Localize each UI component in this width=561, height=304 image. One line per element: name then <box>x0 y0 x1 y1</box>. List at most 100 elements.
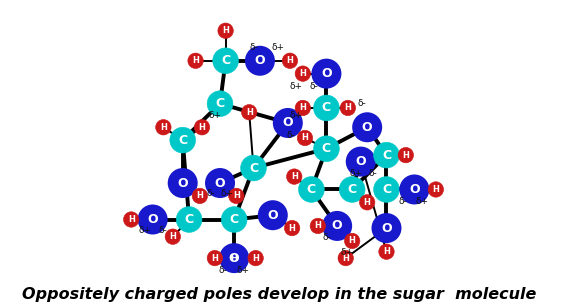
Text: H: H <box>287 56 293 65</box>
Circle shape <box>297 130 312 146</box>
Text: δ-: δ- <box>309 82 318 91</box>
Circle shape <box>165 229 181 244</box>
Circle shape <box>123 212 139 227</box>
Circle shape <box>312 60 341 88</box>
Circle shape <box>274 109 302 137</box>
Text: H: H <box>233 192 240 200</box>
Text: δ+: δ+ <box>139 226 152 235</box>
Text: H: H <box>211 254 218 263</box>
Text: δ+: δ+ <box>341 248 353 257</box>
Circle shape <box>188 53 203 68</box>
Circle shape <box>295 66 311 81</box>
Text: C: C <box>322 142 331 155</box>
Text: C: C <box>322 102 331 114</box>
Text: H: H <box>160 123 167 132</box>
Text: δ-: δ- <box>250 43 259 52</box>
Circle shape <box>170 127 196 153</box>
Text: O: O <box>215 177 226 189</box>
Circle shape <box>339 177 365 202</box>
Circle shape <box>310 218 325 234</box>
Text: H: H <box>246 108 252 117</box>
Circle shape <box>340 100 356 116</box>
Circle shape <box>213 48 238 74</box>
Circle shape <box>207 91 233 116</box>
Text: O: O <box>268 209 278 222</box>
Text: δ+: δ+ <box>236 266 249 275</box>
Text: C: C <box>215 97 224 110</box>
Text: H: H <box>300 103 306 112</box>
Circle shape <box>241 155 266 181</box>
Circle shape <box>228 188 244 204</box>
Text: δ+: δ+ <box>272 43 285 52</box>
Circle shape <box>246 47 274 75</box>
Circle shape <box>241 105 257 120</box>
Text: H: H <box>252 254 259 263</box>
Text: O: O <box>283 116 293 130</box>
Text: C: C <box>348 183 357 196</box>
Text: δ+: δ+ <box>208 111 222 120</box>
Circle shape <box>259 201 287 230</box>
Text: H: H <box>192 56 199 65</box>
Circle shape <box>139 205 167 234</box>
Text: C: C <box>178 134 187 147</box>
Text: C: C <box>249 161 258 174</box>
Text: δ-: δ- <box>206 189 215 198</box>
Circle shape <box>374 142 399 168</box>
Text: δ+: δ+ <box>289 111 302 120</box>
Text: H: H <box>364 198 371 207</box>
Text: H: H <box>342 254 349 263</box>
Circle shape <box>282 53 298 68</box>
Text: δ+: δ+ <box>415 197 428 206</box>
Text: O: O <box>362 121 373 134</box>
Circle shape <box>323 212 351 240</box>
Circle shape <box>284 220 300 236</box>
Text: H: H <box>314 221 321 230</box>
Circle shape <box>400 175 429 204</box>
Text: O: O <box>409 183 420 196</box>
Circle shape <box>428 182 444 197</box>
Text: H: H <box>231 254 238 263</box>
Text: H: H <box>289 223 296 233</box>
Circle shape <box>207 250 223 266</box>
Text: H: H <box>222 26 229 35</box>
Text: H: H <box>301 133 309 143</box>
Text: Oppositely charged poles develop in the sugar  molecule: Oppositely charged poles develop in the … <box>22 287 536 302</box>
Circle shape <box>374 177 399 202</box>
Circle shape <box>398 147 413 163</box>
Text: H: H <box>344 103 351 112</box>
Circle shape <box>314 95 339 121</box>
Circle shape <box>194 119 210 135</box>
Circle shape <box>360 195 375 210</box>
Circle shape <box>168 169 197 197</box>
Text: δ-: δ- <box>158 226 167 235</box>
Text: δ+: δ+ <box>220 189 233 198</box>
Text: O: O <box>356 155 366 168</box>
Text: δ-: δ- <box>369 169 377 178</box>
Circle shape <box>218 23 233 38</box>
Text: O: O <box>321 67 332 80</box>
Text: δ-: δ- <box>398 197 407 206</box>
Text: δ-: δ- <box>323 233 332 242</box>
Circle shape <box>287 169 302 184</box>
Text: O: O <box>148 213 158 226</box>
Circle shape <box>155 119 171 135</box>
Text: C: C <box>307 183 316 196</box>
Circle shape <box>338 250 353 266</box>
Circle shape <box>206 169 234 197</box>
Circle shape <box>220 244 249 272</box>
Circle shape <box>344 233 360 249</box>
Circle shape <box>314 136 339 162</box>
Circle shape <box>373 214 401 242</box>
Text: H: H <box>196 192 203 200</box>
Text: O: O <box>332 219 342 233</box>
Text: C: C <box>221 54 230 67</box>
Circle shape <box>221 207 247 232</box>
Text: H: H <box>402 151 409 160</box>
Text: H: H <box>291 172 298 181</box>
Text: H: H <box>433 185 439 194</box>
Circle shape <box>176 207 202 232</box>
Text: δ-: δ- <box>287 131 296 140</box>
Text: C: C <box>382 149 391 162</box>
Text: H: H <box>199 123 205 132</box>
Text: O: O <box>255 54 265 67</box>
